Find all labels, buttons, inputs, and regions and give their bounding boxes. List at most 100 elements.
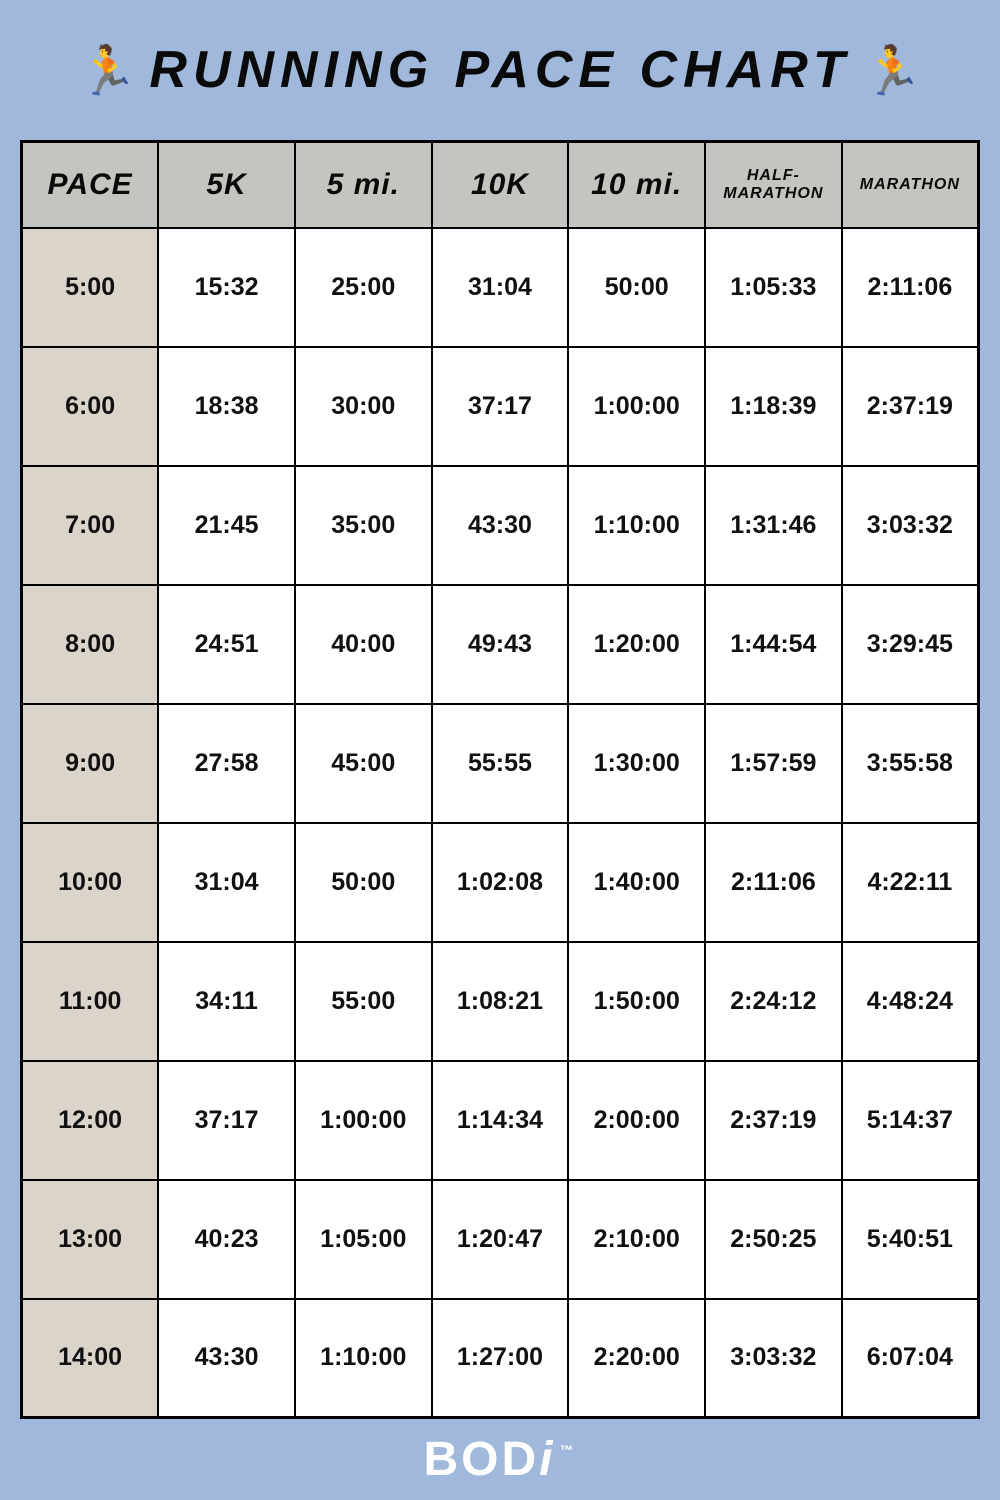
column-header: 5K [158,142,295,228]
time-cell: 1:00:00 [568,347,705,466]
time-cell: 6:07:04 [842,1299,979,1418]
pace-cell: 6:00 [22,347,159,466]
time-cell: 2:20:00 [568,1299,705,1418]
time-cell: 43:30 [432,466,569,585]
time-cell: 40:23 [158,1180,295,1299]
page-header: 🏃 RUNNING PACE CHART 🏃 [0,0,1000,140]
column-header: 5 mi. [295,142,432,228]
runner-icon: 🏃 [78,42,138,99]
time-cell: 37:17 [432,347,569,466]
time-cell: 55:55 [432,704,569,823]
brand-suffix: i [539,1432,555,1487]
time-cell: 25:00 [295,228,432,347]
time-cell: 2:50:25 [705,1180,842,1299]
time-cell: 55:00 [295,942,432,1061]
time-cell: 5:40:51 [842,1180,979,1299]
time-cell: 2:10:00 [568,1180,705,1299]
time-cell: 1:30:00 [568,704,705,823]
time-cell: 50:00 [568,228,705,347]
table-row: 6:0018:3830:0037:171:00:001:18:392:37:19 [22,347,979,466]
table-row: 8:0024:5140:0049:431:20:001:44:543:29:45 [22,585,979,704]
column-header: 10 mi. [568,142,705,228]
column-header: 10K [432,142,569,228]
table-row: 12:0037:171:00:001:14:342:00:002:37:195:… [22,1061,979,1180]
time-cell: 2:11:06 [842,228,979,347]
time-cell: 1:14:34 [432,1061,569,1180]
table-row: 10:0031:0450:001:02:081:40:002:11:064:22… [22,823,979,942]
time-cell: 1:05:33 [705,228,842,347]
pace-chart-table-container: PACE5K5 mi.10K10 mi.HALF-MARATHONMARATHO… [20,140,980,1419]
brand-main: BOD [423,1432,539,1487]
brand-logo: BODi ™ [423,1432,576,1487]
table-row: 7:0021:4535:0043:301:10:001:31:463:03:32 [22,466,979,585]
table-row: 5:0015:3225:0031:0450:001:05:332:11:06 [22,228,979,347]
time-cell: 1:27:00 [432,1299,569,1418]
time-cell: 31:04 [432,228,569,347]
table-header: PACE5K5 mi.10K10 mi.HALF-MARATHONMARATHO… [22,142,979,228]
trademark-icon: ™ [560,1442,577,1458]
time-cell: 3:03:32 [842,466,979,585]
time-cell: 45:00 [295,704,432,823]
pace-cell: 5:00 [22,228,159,347]
time-cell: 1:05:00 [295,1180,432,1299]
table-body: 5:0015:3225:0031:0450:001:05:332:11:066:… [22,228,979,1418]
time-cell: 27:58 [158,704,295,823]
time-cell: 4:48:24 [842,942,979,1061]
time-cell: 37:17 [158,1061,295,1180]
time-cell: 35:00 [295,466,432,585]
time-cell: 4:22:11 [842,823,979,942]
time-cell: 43:30 [158,1299,295,1418]
time-cell: 15:32 [158,228,295,347]
time-cell: 1:10:00 [295,1299,432,1418]
time-cell: 21:45 [158,466,295,585]
column-header: MARATHON [842,142,979,228]
time-cell: 1:02:08 [432,823,569,942]
time-cell: 1:08:21 [432,942,569,1061]
runner-icon: 🏃 [863,42,923,99]
time-cell: 24:51 [158,585,295,704]
time-cell: 40:00 [295,585,432,704]
page-title: RUNNING PACE CHART [149,40,850,100]
time-cell: 3:03:32 [705,1299,842,1418]
pace-cell: 13:00 [22,1180,159,1299]
time-cell: 2:00:00 [568,1061,705,1180]
time-cell: 1:00:00 [295,1061,432,1180]
pace-cell: 12:00 [22,1061,159,1180]
column-header: PACE [22,142,159,228]
time-cell: 18:38 [158,347,295,466]
pace-cell: 9:00 [22,704,159,823]
time-cell: 1:20:00 [568,585,705,704]
time-cell: 1:10:00 [568,466,705,585]
time-cell: 2:11:06 [705,823,842,942]
time-cell: 50:00 [295,823,432,942]
table-row: 11:0034:1155:001:08:211:50:002:24:124:48… [22,942,979,1061]
time-cell: 34:11 [158,942,295,1061]
time-cell: 1:57:59 [705,704,842,823]
time-cell: 49:43 [432,585,569,704]
pace-cell: 8:00 [22,585,159,704]
table-row: 9:0027:5845:0055:551:30:001:57:593:55:58 [22,704,979,823]
time-cell: 1:20:47 [432,1180,569,1299]
table-header-row: PACE5K5 mi.10K10 mi.HALF-MARATHONMARATHO… [22,142,979,228]
time-cell: 2:37:19 [842,347,979,466]
time-cell: 3:55:58 [842,704,979,823]
pace-cell: 7:00 [22,466,159,585]
page-footer: BODi ™ [0,1419,1000,1500]
time-cell: 1:18:39 [705,347,842,466]
table-row: 14:0043:301:10:001:27:002:20:003:03:326:… [22,1299,979,1418]
table-row: 13:0040:231:05:001:20:472:10:002:50:255:… [22,1180,979,1299]
time-cell: 1:50:00 [568,942,705,1061]
time-cell: 5:14:37 [842,1061,979,1180]
pace-chart-table: PACE5K5 mi.10K10 mi.HALF-MARATHONMARATHO… [20,140,980,1419]
time-cell: 3:29:45 [842,585,979,704]
pace-cell: 10:00 [22,823,159,942]
time-cell: 30:00 [295,347,432,466]
time-cell: 2:24:12 [705,942,842,1061]
pace-cell: 11:00 [22,942,159,1061]
time-cell: 31:04 [158,823,295,942]
time-cell: 2:37:19 [705,1061,842,1180]
time-cell: 1:31:46 [705,466,842,585]
column-header: HALF-MARATHON [705,142,842,228]
time-cell: 1:44:54 [705,585,842,704]
time-cell: 1:40:00 [568,823,705,942]
